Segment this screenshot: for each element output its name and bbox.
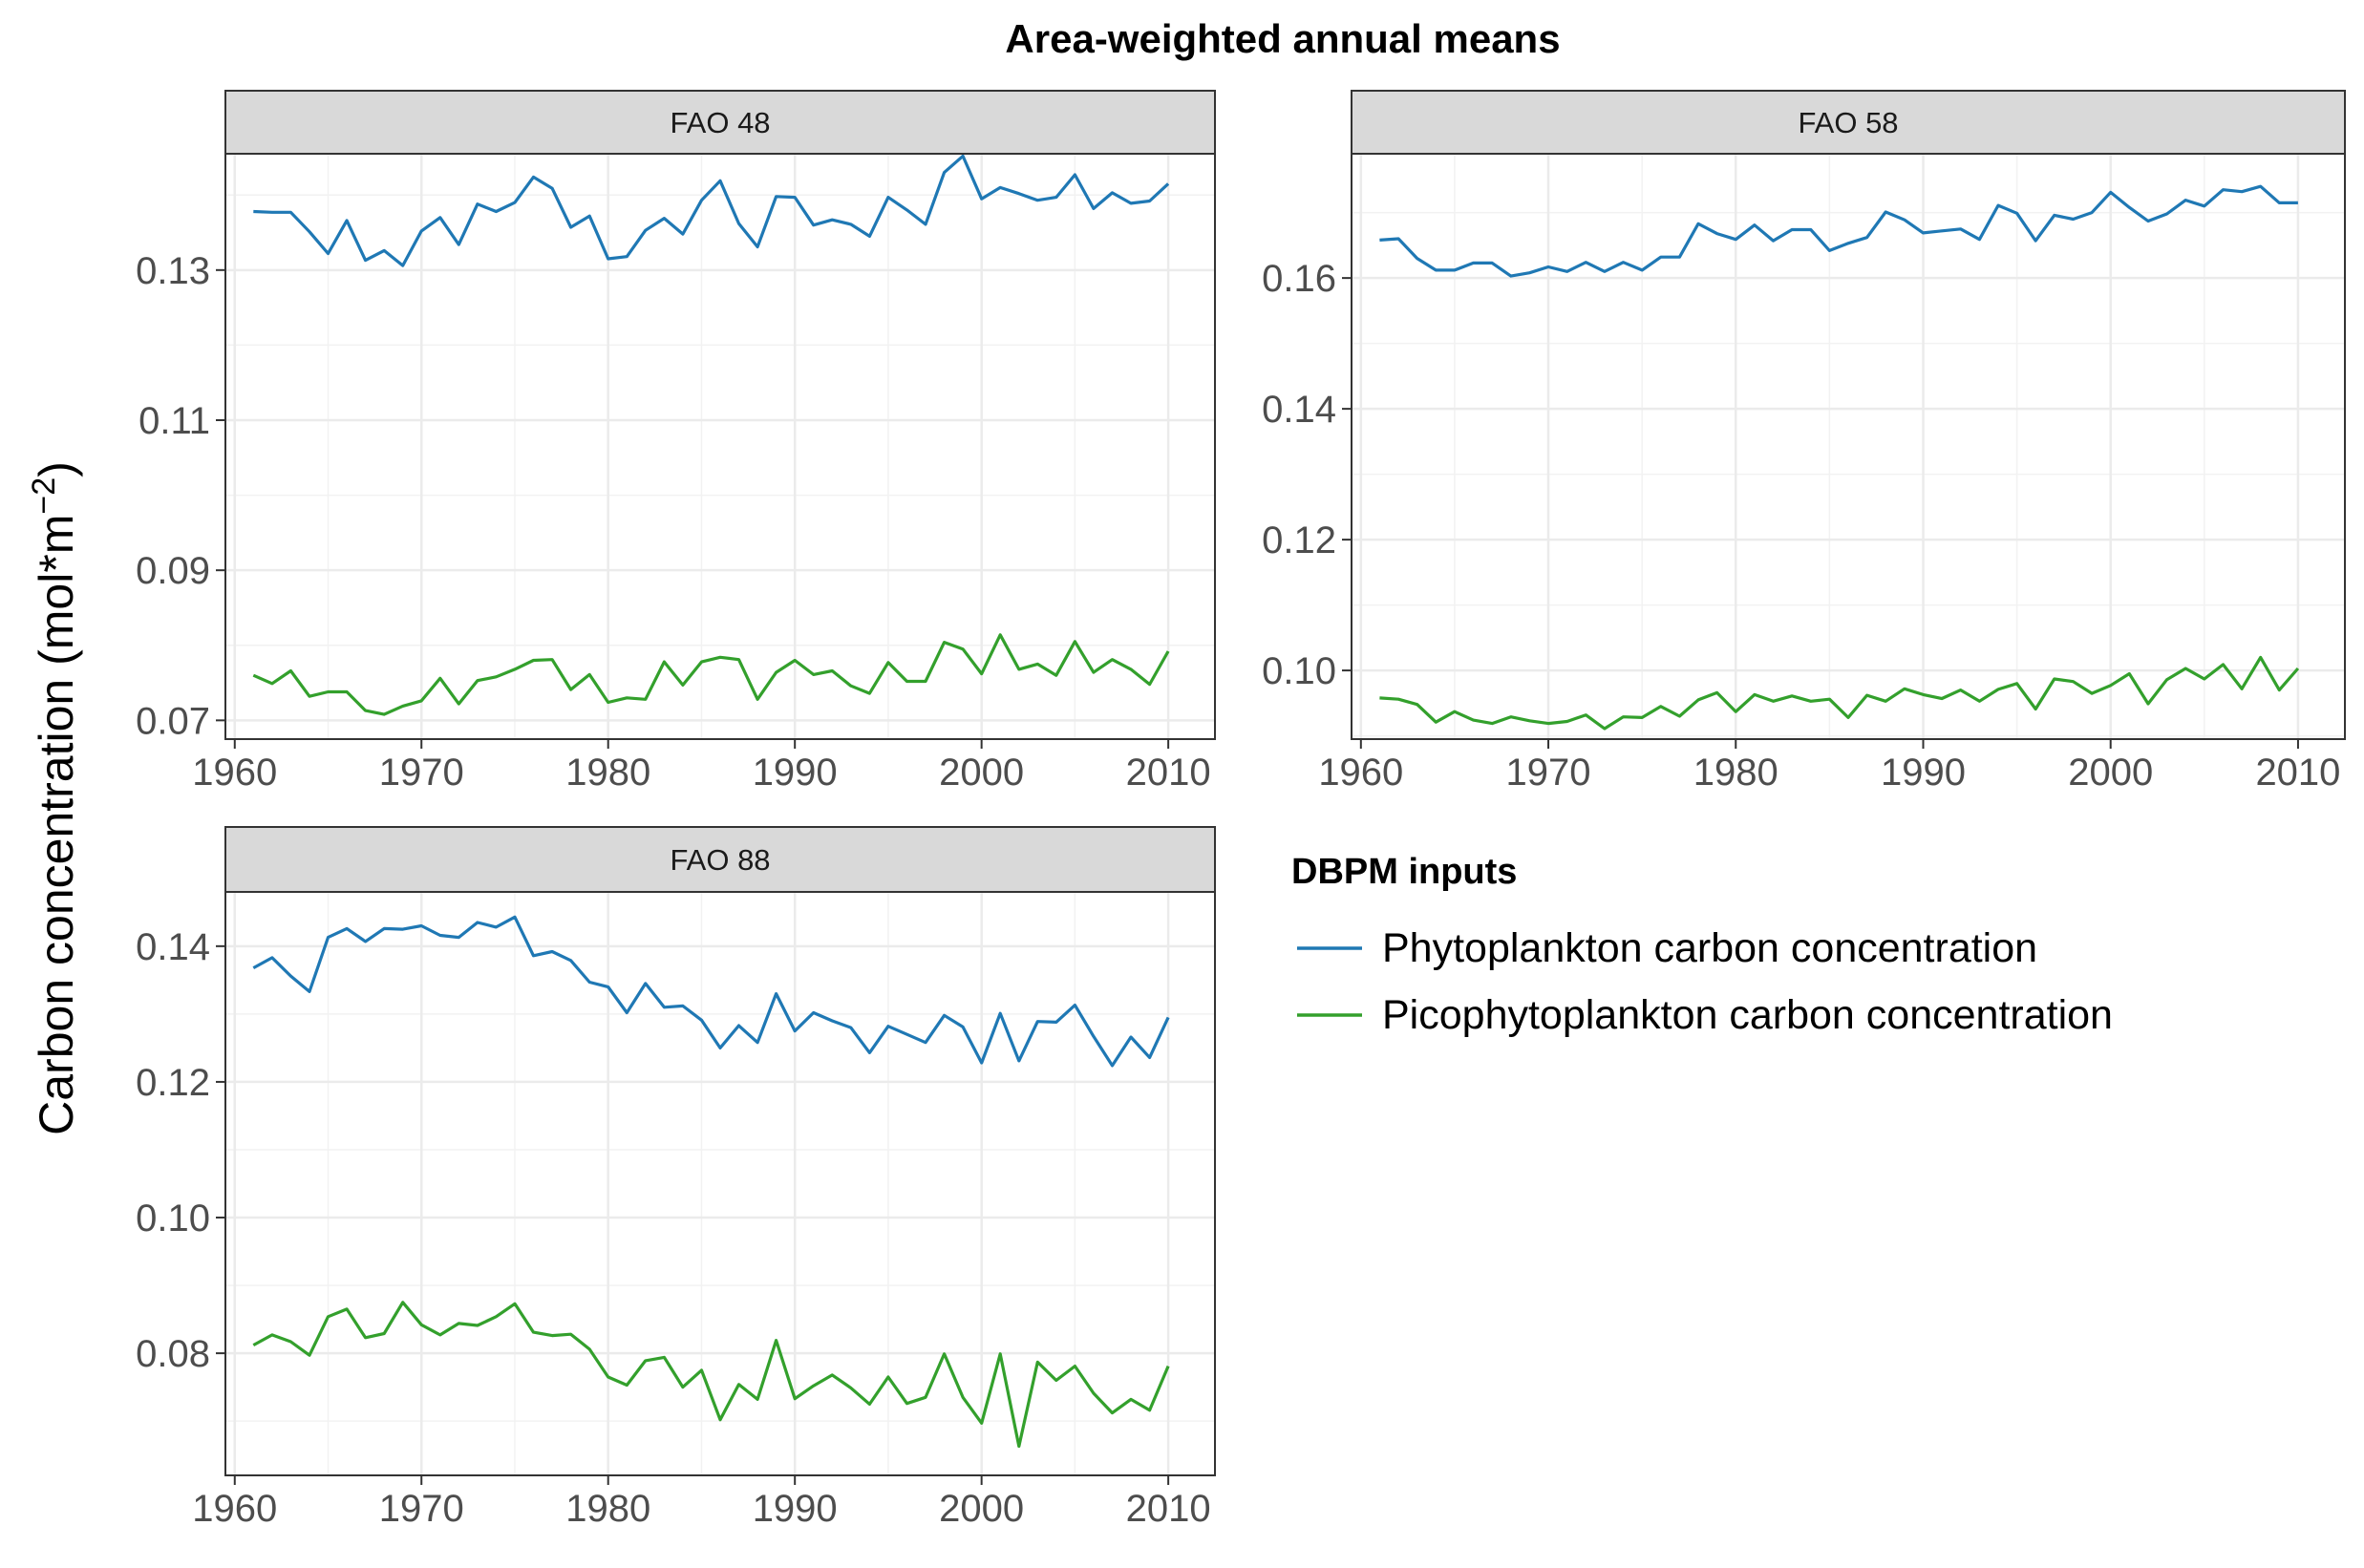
legend-title: DBPM inputs bbox=[1291, 852, 1517, 892]
x-tick-label: 1970 bbox=[379, 752, 464, 794]
facet-label: FAO 88 bbox=[670, 843, 770, 877]
series-line-phytoplankton bbox=[252, 915, 1170, 1068]
y-tick-label: 0.12 bbox=[1262, 519, 1336, 562]
facet-strip bbox=[224, 90, 1216, 155]
legend: DBPM inputs Phytoplankton carbon concentr… bbox=[1291, 852, 2113, 1038]
panel-background bbox=[1352, 154, 2345, 739]
chart-title: Area-weighted annual means bbox=[1005, 16, 1560, 61]
panel-fao-58: FAO 58 0.10 0.12 0.14 0.16 1960 1970 1980 1990 20… bbox=[1262, 90, 2346, 794]
y-axis-label: Carbon concentration (mol*m−2) bbox=[26, 461, 83, 1135]
series-line-picophytoplankton bbox=[1379, 655, 2300, 731]
facet-label: FAO 48 bbox=[670, 106, 770, 139]
y-axis-label-text: Carbon concentration (mol*m bbox=[30, 515, 83, 1135]
panel-fao-48: FAO 48 0.07 0.09 0.11 0.13 1960 1970 1980 1990 20… bbox=[136, 90, 1216, 794]
y-tick-label: 0.09 bbox=[136, 550, 210, 592]
legend-label-picophytoplankton: Picophytoplankton carbon concentration bbox=[1382, 992, 2113, 1038]
x-tick-label: 1980 bbox=[565, 1488, 650, 1530]
x-tick-label: 2000 bbox=[939, 1488, 1024, 1530]
y-tick-label: 0.07 bbox=[136, 700, 210, 742]
facet-strip bbox=[224, 826, 1216, 893]
x-tick-label: 1960 bbox=[192, 752, 277, 794]
x-tick-label: 2010 bbox=[1126, 752, 1211, 794]
series-line-phytoplankton bbox=[253, 154, 1170, 267]
x-tick-label: 1990 bbox=[753, 752, 838, 794]
series-line-picophytoplankton bbox=[252, 1301, 1170, 1449]
x-tick-label: 1980 bbox=[565, 752, 650, 794]
x-tick-label: 1970 bbox=[379, 1488, 464, 1530]
y-tick-label: 0.14 bbox=[1262, 389, 1336, 431]
x-tick-label: 1990 bbox=[1881, 752, 1966, 794]
x-tick-label: 1960 bbox=[192, 1488, 277, 1530]
x-tick-label: 2010 bbox=[2255, 752, 2340, 794]
y-tick-label: 0.12 bbox=[136, 1062, 210, 1104]
series-line-phytoplankton bbox=[1379, 184, 2298, 278]
x-tick-label: 1960 bbox=[1318, 752, 1403, 794]
panel-background bbox=[225, 892, 1215, 1475]
x-tick-label: 1980 bbox=[1693, 752, 1778, 794]
panel-fao-88: FAO 88 0.08 0.10 0.12 0.14 1960 1970 1980 1990 20… bbox=[136, 826, 1216, 1530]
legend-label-phytoplankton: Phytoplankton carbon concentration bbox=[1382, 925, 2037, 971]
panel-background bbox=[225, 154, 1215, 739]
y-tick-label: 0.08 bbox=[136, 1333, 210, 1375]
y-tick-label: 0.14 bbox=[136, 926, 210, 968]
x-tick-label: 1970 bbox=[1506, 752, 1591, 794]
y-tick-label: 0.13 bbox=[136, 250, 210, 292]
x-tick-label: 1990 bbox=[753, 1488, 838, 1530]
series-line-picophytoplankton bbox=[252, 633, 1170, 716]
x-tick-label: 2000 bbox=[2068, 752, 2153, 794]
y-tick-label: 0.11 bbox=[138, 400, 210, 442]
facet-label: FAO 58 bbox=[1798, 106, 1898, 139]
facet-strip bbox=[1351, 90, 2346, 155]
y-axis-label-close: ) bbox=[30, 461, 83, 477]
y-tick-label: 0.10 bbox=[1262, 650, 1336, 692]
y-tick-label: 0.16 bbox=[1262, 258, 1336, 300]
x-tick-label: 2010 bbox=[1126, 1488, 1211, 1530]
y-axis-label-superscript: −2 bbox=[26, 477, 62, 515]
y-tick-label: 0.10 bbox=[136, 1197, 210, 1240]
x-tick-label: 2000 bbox=[939, 752, 1024, 794]
